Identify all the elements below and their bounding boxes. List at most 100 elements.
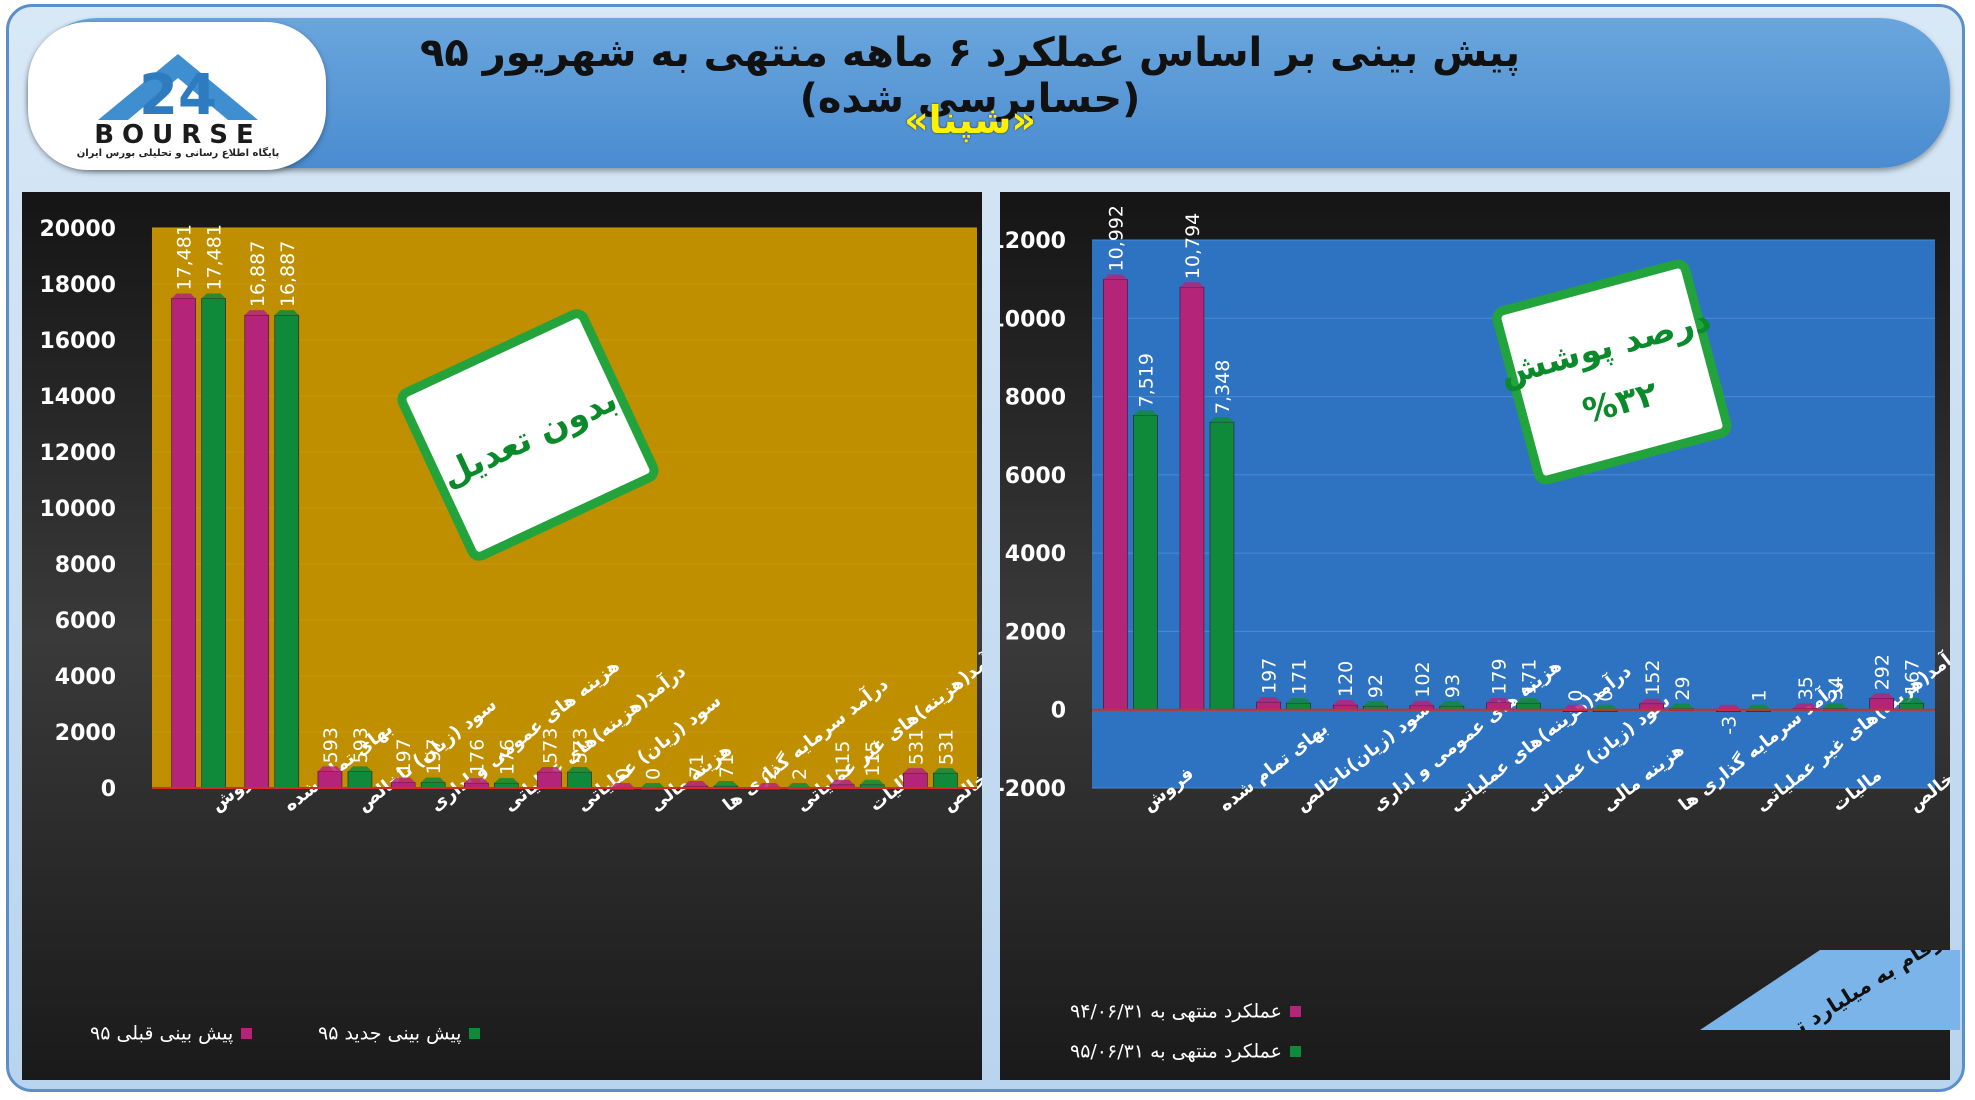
data-label: 10,992 bbox=[1105, 205, 1127, 271]
bar-cap bbox=[1669, 703, 1694, 709]
legend-label: عملکرد منتهی به ۹۴/۰۶/۳۱ bbox=[1070, 1000, 1282, 1023]
left-chart-panel: 20000 18000 16000 14000 12000 10000 8000 6000 40… bbox=[22, 192, 1027, 1080]
data-label: 593 bbox=[320, 727, 342, 763]
bar-green bbox=[1516, 702, 1541, 711]
header-banner bbox=[28, 18, 1950, 168]
bar-cap bbox=[347, 766, 372, 772]
bar-green bbox=[347, 771, 373, 789]
data-label: 197 bbox=[393, 738, 415, 774]
data-label: 197 bbox=[423, 738, 445, 774]
units-ribbon: ارقام به میلیارد تومان bbox=[1700, 924, 1960, 1066]
bar-cap bbox=[1486, 697, 1511, 703]
bar-cap bbox=[317, 766, 342, 772]
bar-green bbox=[567, 771, 592, 789]
bar-cap bbox=[421, 777, 446, 783]
bar-cap bbox=[1746, 704, 1771, 710]
data-label: 29 bbox=[1672, 676, 1694, 700]
bar-green bbox=[1286, 702, 1311, 711]
y-tick-label: 0 bbox=[1051, 699, 1066, 724]
data-label: 0 bbox=[643, 768, 665, 780]
legend-label: پیش بینی جدید ۹۵ bbox=[318, 1022, 462, 1045]
legend-marker-magenta bbox=[241, 1028, 253, 1039]
bar-cap bbox=[1209, 417, 1234, 423]
data-label: 531 bbox=[905, 729, 927, 765]
data-label: 102 bbox=[1412, 661, 1434, 697]
bar-cap bbox=[1409, 700, 1434, 706]
bar-magenta bbox=[1869, 697, 1894, 711]
legend-marker-green bbox=[1289, 1046, 1301, 1057]
bar-cap bbox=[1256, 697, 1281, 703]
bar-cap bbox=[1103, 274, 1128, 280]
data-label: 10,794 bbox=[1182, 213, 1204, 279]
bar-cap bbox=[1899, 698, 1924, 704]
bar-cap bbox=[1563, 704, 1588, 710]
y-tick-label: 18000 bbox=[39, 273, 116, 298]
data-label: 152 bbox=[1642, 659, 1664, 695]
bar-cap bbox=[171, 293, 196, 299]
y-tick-label: 10000 bbox=[39, 497, 116, 522]
bar-green bbox=[1209, 421, 1235, 711]
bar-green bbox=[933, 772, 958, 789]
bar-cap bbox=[494, 778, 519, 784]
badge: بدون تعدیل bbox=[397, 309, 659, 561]
right-chart: 120001000080006000400020000-200010,9927,… bbox=[989, 205, 1975, 816]
bar-cap bbox=[1439, 701, 1464, 707]
page-subtitle: «شپنا» bbox=[904, 98, 1036, 142]
bar-cap bbox=[537, 766, 562, 772]
bar-green bbox=[201, 298, 226, 789]
y-tick-label: 12000 bbox=[1000, 229, 1066, 254]
data-label: 92 bbox=[1365, 674, 1387, 698]
right-legend-item-2: عملکرد منتهی به ۹۵/۰۶/۳۱ bbox=[1070, 1040, 1301, 1063]
bar-cap bbox=[1793, 703, 1818, 709]
y-tick-label: 20000 bbox=[39, 217, 116, 242]
data-label: 179 bbox=[1489, 658, 1511, 694]
right-chart-panel: 120001000080006000400020000-200010,9927,… bbox=[989, 192, 1975, 1080]
badge-box bbox=[1492, 259, 1732, 485]
bar-cap bbox=[1179, 282, 1204, 288]
bar-magenta bbox=[537, 771, 562, 789]
y-tick-label: 2000 bbox=[1005, 620, 1066, 645]
bar-cap bbox=[464, 778, 489, 784]
bar-magenta bbox=[1486, 702, 1511, 711]
data-label: 171 bbox=[1519, 659, 1541, 695]
bar-cap bbox=[1516, 698, 1541, 704]
data-label: 171 bbox=[1289, 659, 1311, 695]
bar-cap bbox=[567, 766, 592, 772]
data-label: 176 bbox=[466, 739, 488, 775]
bar-cap bbox=[713, 781, 738, 787]
bar-cap bbox=[1333, 700, 1358, 706]
y-tick-label: 10000 bbox=[1000, 307, 1066, 332]
data-label: 573 bbox=[540, 728, 562, 764]
data-label: 2 bbox=[789, 768, 811, 780]
y-tick-label: 8000 bbox=[55, 553, 116, 578]
legend-marker-green bbox=[469, 1028, 481, 1039]
bar-cap bbox=[1593, 704, 1618, 710]
data-label: 120 bbox=[1335, 661, 1357, 697]
left-chart: 2000018000160001400012000100008000600040… bbox=[39, 217, 1026, 816]
y-tick-label: 0 bbox=[101, 777, 116, 802]
bar-cap bbox=[757, 782, 782, 788]
logo-numeral: 24 bbox=[139, 63, 217, 128]
bar-cap bbox=[244, 310, 269, 316]
data-label: 93 bbox=[1442, 674, 1464, 698]
data-label: 176 bbox=[496, 739, 518, 775]
bar-cap bbox=[610, 783, 635, 788]
data-label: 573 bbox=[570, 728, 592, 764]
y-tick-label: 6000 bbox=[1005, 464, 1066, 489]
data-label: 7,348 bbox=[1212, 360, 1234, 414]
data-label: 17,481 bbox=[204, 224, 226, 290]
legend-marker-magenta bbox=[1289, 1006, 1301, 1017]
y-tick-label: 4000 bbox=[1005, 542, 1066, 567]
bar-magenta bbox=[1103, 279, 1128, 711]
data-label: 16,887 bbox=[277, 241, 299, 307]
badge-box bbox=[397, 309, 659, 561]
bar-cap bbox=[787, 782, 812, 788]
bar-cap bbox=[860, 779, 885, 785]
bar-cap bbox=[1286, 698, 1311, 704]
logo-tagline: پایگاه اطلاع رسانی و تحلیلی بورس ایران bbox=[76, 148, 280, 159]
bar-cap bbox=[391, 777, 416, 783]
y-tick-label: 16000 bbox=[39, 329, 116, 354]
y-tick-label: 14000 bbox=[39, 385, 116, 410]
left-legend-item-2: پیش بینی جدید ۹۵ bbox=[318, 1022, 481, 1045]
data-label: 0 bbox=[613, 768, 635, 780]
